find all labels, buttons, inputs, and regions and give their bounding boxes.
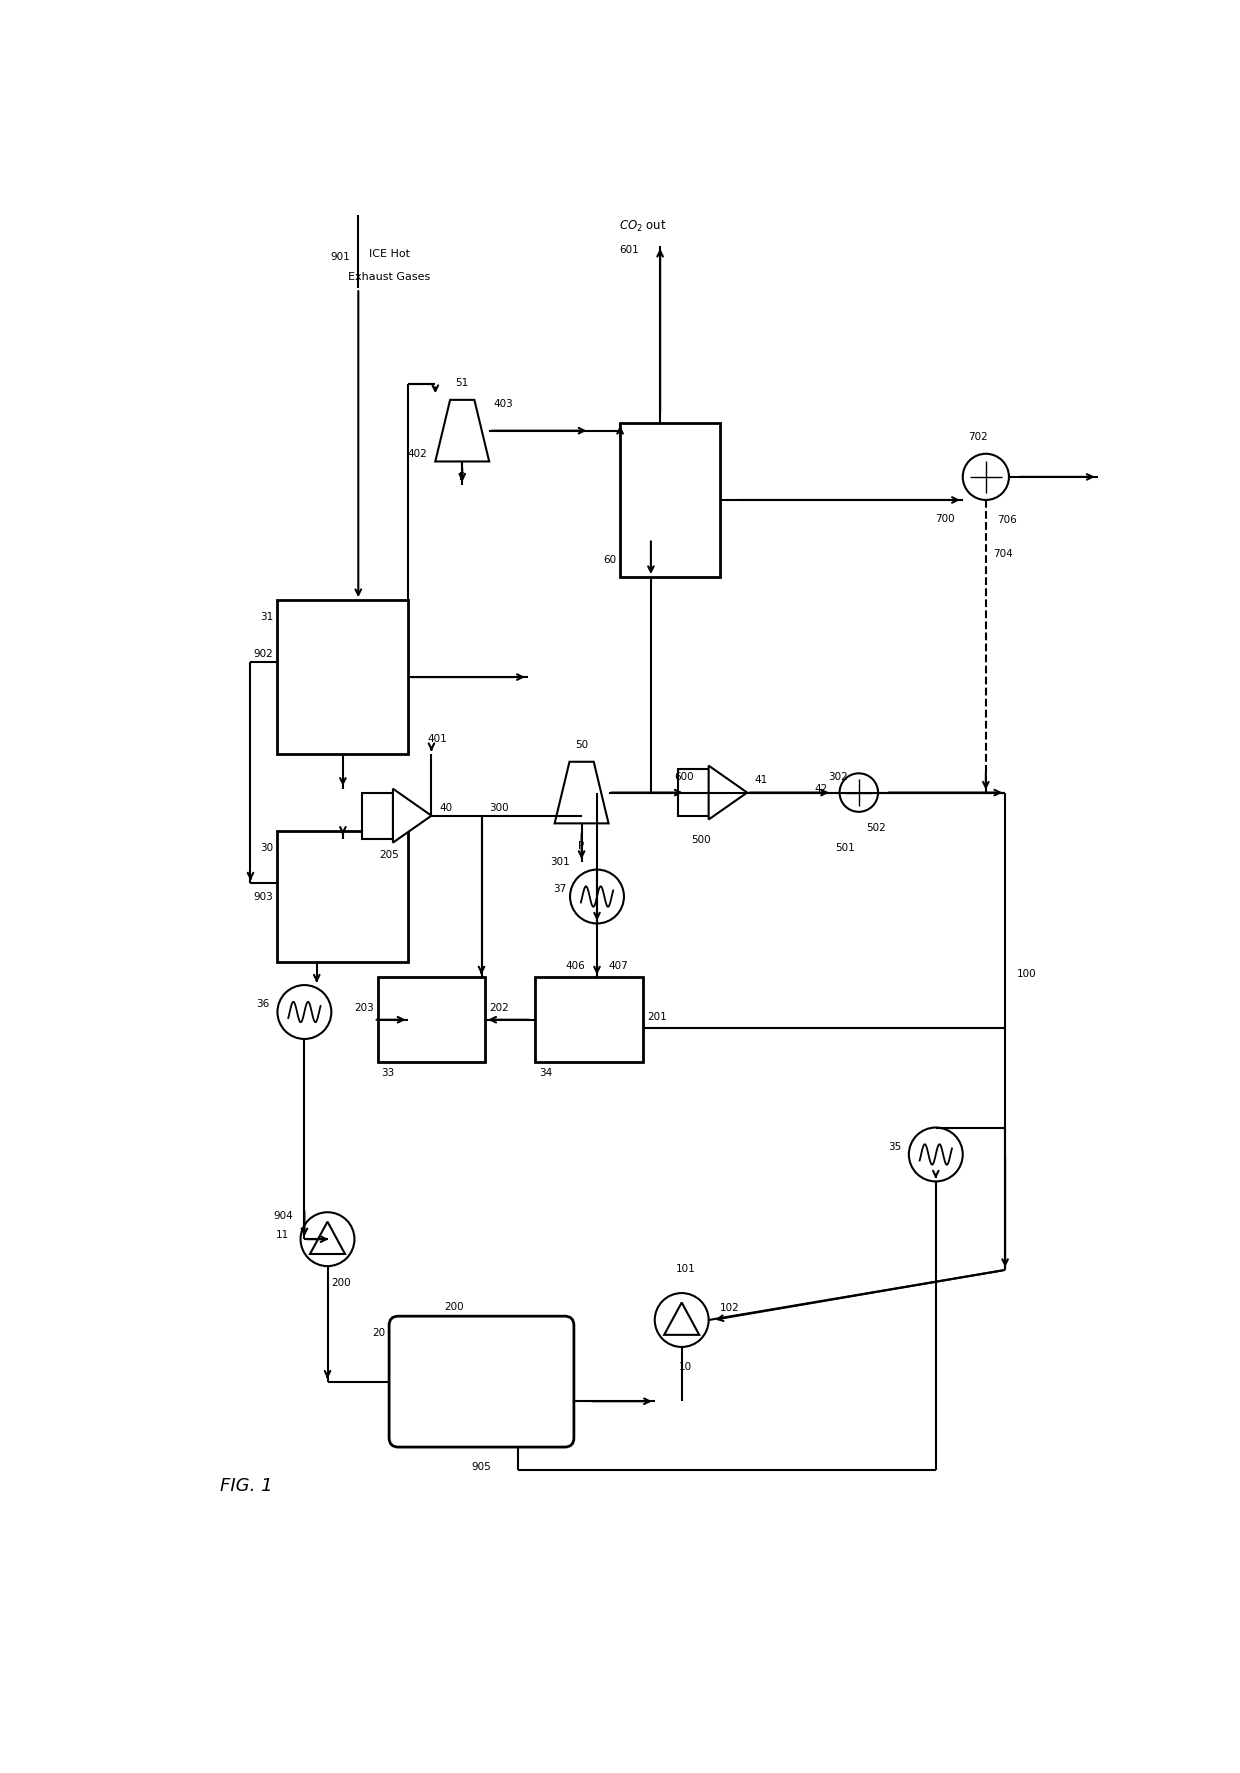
Text: 40: 40	[439, 803, 453, 814]
Text: 200: 200	[444, 1303, 464, 1312]
Text: P: P	[459, 472, 465, 482]
Text: 502: 502	[867, 823, 887, 833]
Text: 501: 501	[836, 842, 854, 853]
Bar	[678, 769, 708, 816]
Text: 700: 700	[935, 514, 955, 525]
Text: 51: 51	[455, 378, 469, 388]
Text: 41: 41	[755, 775, 768, 785]
Polygon shape	[435, 401, 490, 461]
Text: 903: 903	[254, 892, 274, 901]
Text: 905: 905	[471, 1463, 491, 1472]
Text: 30: 30	[260, 842, 274, 853]
Text: 20: 20	[372, 1328, 386, 1337]
Text: 500: 500	[691, 835, 711, 846]
FancyBboxPatch shape	[389, 1316, 574, 1447]
Text: 702: 702	[968, 433, 988, 441]
Text: 901: 901	[331, 252, 351, 262]
Text: 11: 11	[275, 1230, 289, 1241]
Bar	[278, 832, 408, 963]
Polygon shape	[310, 1222, 345, 1254]
Bar	[362, 793, 393, 839]
Text: 406: 406	[565, 961, 585, 972]
Text: 402: 402	[408, 449, 428, 459]
Circle shape	[909, 1128, 962, 1181]
Text: 36: 36	[257, 1000, 270, 1009]
Text: 10: 10	[680, 1362, 692, 1372]
Text: 102: 102	[720, 1303, 740, 1314]
Text: 101: 101	[676, 1264, 696, 1273]
Text: 200: 200	[331, 1278, 351, 1287]
Text: 902: 902	[254, 649, 274, 660]
Polygon shape	[665, 1303, 699, 1335]
Bar	[377, 977, 485, 1062]
Bar	[620, 424, 720, 576]
Text: 205: 205	[379, 851, 399, 860]
Text: 301: 301	[551, 856, 570, 867]
Text: 601: 601	[620, 245, 640, 255]
Circle shape	[839, 773, 878, 812]
Text: 300: 300	[490, 803, 508, 814]
Text: 42: 42	[815, 784, 828, 794]
Text: FIG. 1: FIG. 1	[219, 1477, 273, 1495]
Text: 60: 60	[603, 555, 616, 566]
Text: 31: 31	[260, 612, 274, 622]
Circle shape	[278, 986, 331, 1039]
Text: 401: 401	[428, 734, 448, 743]
Text: 202: 202	[490, 1004, 508, 1012]
Polygon shape	[708, 766, 748, 819]
Circle shape	[300, 1213, 355, 1266]
Text: Exhaust Gases: Exhaust Gases	[348, 271, 430, 282]
Text: ICE Hot: ICE Hot	[368, 248, 409, 259]
Text: $CO_2$ out: $CO_2$ out	[619, 220, 667, 234]
Text: 403: 403	[494, 399, 513, 410]
Text: P: P	[579, 842, 585, 851]
Text: 203: 203	[353, 1004, 373, 1012]
Text: 37: 37	[553, 883, 567, 894]
Bar	[536, 977, 644, 1062]
Circle shape	[570, 869, 624, 924]
Text: 706: 706	[997, 516, 1017, 525]
Bar	[278, 599, 408, 754]
Text: 100: 100	[1017, 968, 1037, 979]
Text: 201: 201	[647, 1012, 667, 1021]
Text: 407: 407	[609, 961, 629, 972]
Text: 600: 600	[675, 773, 693, 782]
Text: 34: 34	[539, 1067, 553, 1078]
Text: 33: 33	[382, 1067, 394, 1078]
Text: 35: 35	[888, 1142, 901, 1152]
Text: 704: 704	[993, 550, 1013, 558]
Polygon shape	[393, 789, 432, 842]
Circle shape	[962, 454, 1009, 500]
Circle shape	[655, 1293, 708, 1347]
Text: 904: 904	[273, 1211, 293, 1222]
Polygon shape	[554, 762, 609, 823]
Text: 50: 50	[575, 739, 588, 750]
Text: 302: 302	[828, 773, 848, 782]
